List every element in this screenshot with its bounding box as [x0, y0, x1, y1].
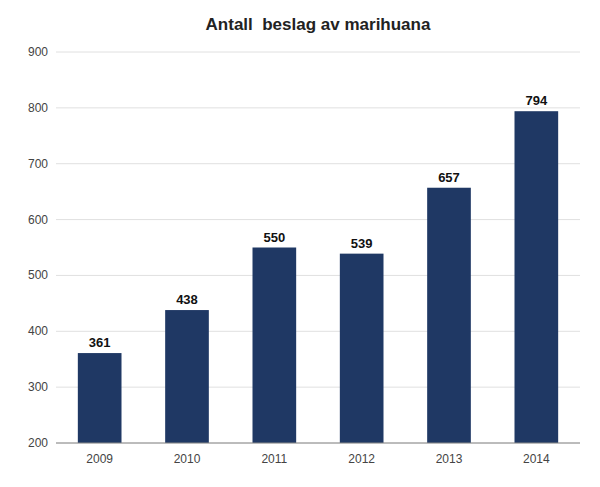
y-tick-label: 600 [28, 213, 48, 227]
data-label: 794 [525, 93, 547, 108]
x-tick-label: 2009 [86, 452, 113, 466]
x-tick-label: 2013 [436, 452, 463, 466]
x-tick-label: 2011 [261, 452, 287, 466]
bar [515, 111, 559, 443]
grid-line [56, 331, 580, 332]
chart: Antall beslag av marihuana 200 300 400 500 60… [0, 0, 600, 487]
data-label: 361 [89, 335, 111, 350]
data-label: 539 [351, 236, 373, 251]
grid-line [56, 387, 580, 388]
x-axis-line [56, 443, 580, 444]
data-label: 550 [263, 230, 285, 245]
bar [427, 188, 471, 443]
grid-line [56, 219, 580, 220]
x-tick-label: 2012 [348, 452, 375, 466]
y-tick-label: 500 [28, 268, 48, 282]
y-tick-label: 300 [28, 380, 48, 394]
data-label: 657 [438, 170, 460, 185]
data-label: 438 [176, 292, 198, 307]
bars [78, 111, 558, 443]
grid-line [56, 275, 580, 276]
y-tick-label: 900 [28, 45, 48, 59]
bar [340, 254, 384, 443]
title: Antall beslag av marihuana [206, 15, 431, 34]
grid-line [56, 52, 580, 53]
grid-line [56, 443, 580, 444]
bar [78, 353, 122, 443]
y-tick-label: 200 [28, 436, 48, 450]
x-tick-label: 2014 [523, 452, 550, 466]
grid-line [56, 107, 580, 108]
bar [165, 310, 209, 443]
y-tick-label: 700 [28, 157, 48, 171]
grid-line [56, 163, 580, 164]
grid [56, 52, 580, 443]
x-tick-label: 2010 [174, 452, 201, 466]
y-tick-label: 800 [28, 101, 48, 115]
bar [253, 248, 297, 444]
y-tick-label: 400 [28, 324, 48, 338]
